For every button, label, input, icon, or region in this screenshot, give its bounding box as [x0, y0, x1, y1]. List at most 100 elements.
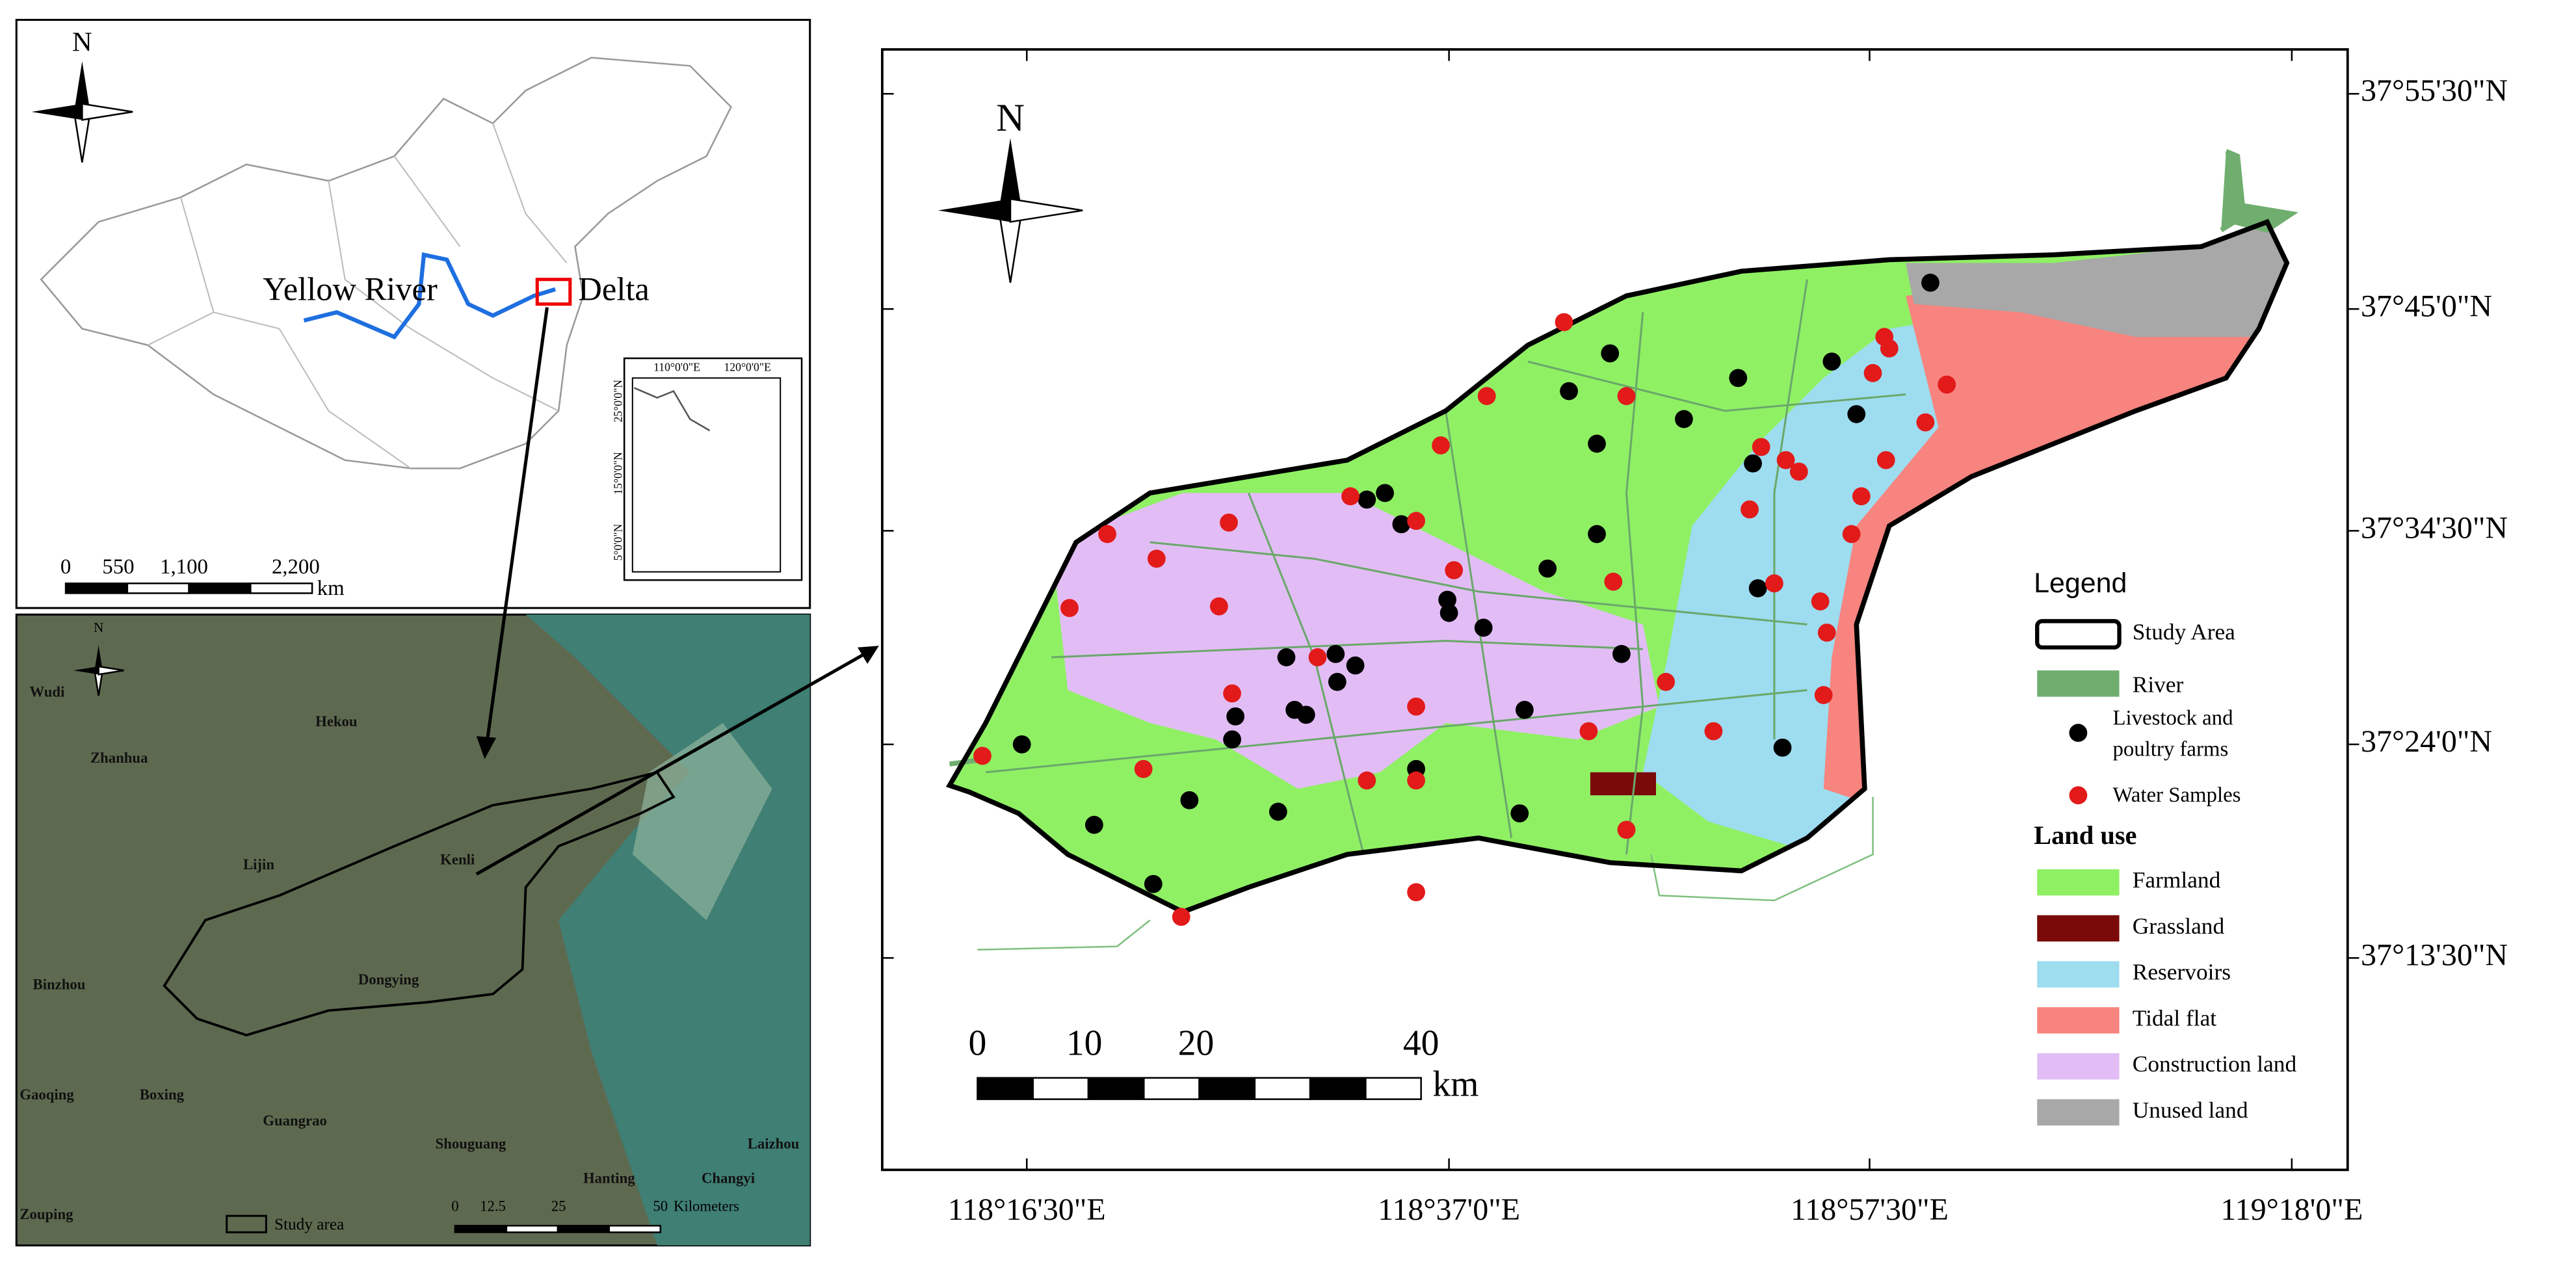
satellite-study-area	[163, 770, 676, 1037]
construction-land	[1051, 493, 1660, 789]
water-sample-point	[973, 746, 992, 765]
place-label: Guangrao	[263, 1112, 327, 1129]
scale-label: 25	[551, 1198, 566, 1215]
scale-bar	[64, 582, 129, 594]
farm-point	[1560, 382, 1578, 401]
farm-point	[1729, 369, 1748, 388]
place-label: Binzhou	[33, 977, 86, 993]
farm-point	[1515, 700, 1534, 719]
scale-bar	[1254, 1077, 1311, 1100]
satellite-legend-label: Study area	[274, 1215, 344, 1233]
water-sample-point	[1060, 599, 1079, 618]
water-sample-point	[1147, 549, 1166, 568]
water-sample-point	[1445, 561, 1464, 579]
farm-point	[1084, 815, 1103, 834]
province-border	[278, 328, 412, 469]
legend-swatch	[2037, 869, 2120, 896]
scale-bar	[454, 1224, 508, 1233]
farm-point	[1675, 410, 1693, 428]
sub-inset-lat: 15°0'0"N	[612, 452, 625, 495]
water-sample-point	[1704, 722, 1723, 741]
legend-label: Water Samples	[2112, 783, 2241, 807]
place-label: Hanting	[583, 1170, 635, 1187]
water-sample-point	[1916, 413, 1935, 432]
water-sample-point	[1579, 722, 1598, 741]
farm-point	[1847, 405, 1866, 423]
farm-point	[1822, 352, 1841, 371]
place-label: Hekou	[315, 713, 358, 730]
scale-label: 550	[102, 555, 134, 579]
water-sample-point	[1817, 624, 1836, 642]
river	[2220, 149, 2298, 233]
farm-point	[1392, 515, 1411, 534]
legend-swatch	[2037, 1007, 2120, 1034]
farm-point	[1773, 739, 1792, 757]
scale-unit: Kilometers	[674, 1198, 739, 1215]
farm-point	[1346, 656, 1365, 675]
water-sample-point	[1814, 686, 1833, 704]
north-arrow	[73, 61, 90, 112]
scale-bar	[1032, 1077, 1090, 1100]
delta-label: Delta	[578, 271, 649, 308]
place-label: Boxing	[140, 1086, 185, 1103]
scale-label: 2,200	[272, 555, 320, 579]
water-sample-point	[1852, 487, 1871, 506]
sub-inset-frame	[631, 377, 782, 573]
legend-label: River	[2133, 672, 2184, 698]
scale-label: 40	[1403, 1023, 1439, 1064]
north-arrow	[94, 645, 103, 671]
sub-inset-lat: 25°0'0"N	[612, 380, 625, 423]
pointer-arrow	[475, 651, 869, 876]
water-sample-point	[1223, 684, 1241, 703]
legend-swatch	[2037, 1053, 2120, 1080]
water-sample-point	[1752, 438, 1770, 456]
water-sample-point	[1876, 451, 1895, 469]
lon-label: 118°57'30"E	[1791, 1192, 1949, 1227]
scale-bar	[1365, 1077, 1422, 1100]
sub-inset-lat: 5°0'0"N	[612, 523, 625, 560]
farm-point	[1268, 802, 1287, 821]
farm-point	[1223, 730, 1241, 749]
legend-label: Grassland	[2133, 913, 2225, 939]
china-outline	[40, 57, 732, 469]
legend-farm	[2069, 724, 2088, 743]
lat-label: 37°34'30"N	[2361, 510, 2508, 545]
water-sample-point	[1604, 572, 1623, 591]
scale-label: 12.5	[480, 1198, 506, 1215]
water-sample-point	[1407, 697, 1425, 716]
lon-label: 118°37'0"E	[1378, 1192, 1520, 1227]
sub-inset-lon: 120°0'0"E	[724, 360, 770, 373]
scale-label: 0	[451, 1198, 458, 1215]
lat-label: 37°24'0"N	[2361, 724, 2492, 759]
place-label: Dongying	[358, 971, 419, 988]
water-sample-point	[1617, 387, 1636, 406]
farm-point	[1376, 484, 1394, 503]
study-area-boundary	[945, 218, 2290, 915]
water-sample-point	[1842, 525, 1861, 544]
water-sample-point	[1407, 771, 1425, 790]
scale-label: 20	[1178, 1023, 1215, 1064]
water-sample-point	[1407, 512, 1425, 531]
road	[1625, 312, 1644, 855]
farm-point	[1438, 590, 1456, 609]
water-sample-point	[1555, 313, 1573, 332]
unused-land	[1906, 222, 2287, 337]
water-sample-point	[1220, 513, 1238, 532]
water-sample-point	[1765, 574, 1783, 593]
lat-label: 37°45'0"N	[2361, 289, 2492, 323]
farm-point	[1328, 672, 1347, 691]
province-border	[492, 123, 568, 264]
scale-bar	[1198, 1077, 1256, 1100]
place-label: Zouping	[20, 1206, 73, 1222]
yellow-river	[303, 252, 556, 340]
sub-inset-lon: 110°0'0"E	[653, 360, 700, 373]
farm-point	[1296, 705, 1315, 724]
legend-swatch	[2037, 961, 2120, 988]
north-label: N	[72, 27, 92, 58]
farm-point	[1748, 579, 1767, 598]
north-arrow	[999, 138, 1022, 211]
province-border	[393, 155, 461, 247]
lat-label: 37°55'30"N	[2361, 73, 2508, 108]
